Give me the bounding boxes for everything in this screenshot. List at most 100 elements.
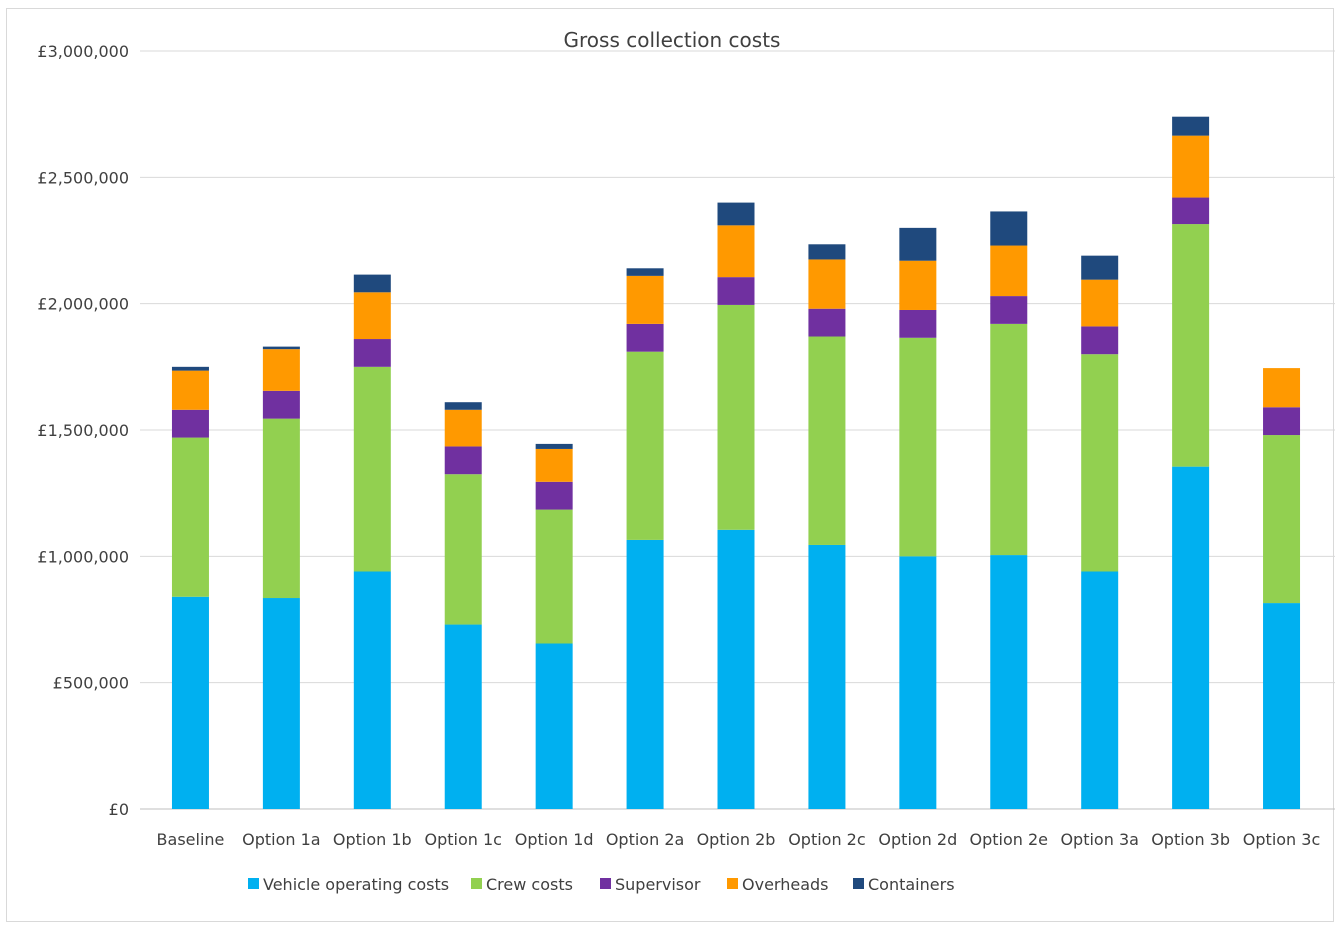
x-tick-label: Option 2b bbox=[697, 830, 776, 849]
bar-segment bbox=[1172, 135, 1210, 198]
x-tick-label: Option 3b bbox=[1151, 830, 1230, 849]
legend-item: Containers bbox=[853, 875, 955, 894]
bar-segment bbox=[1081, 326, 1119, 355]
bar-segment bbox=[1081, 354, 1119, 572]
bars bbox=[171, 116, 1301, 809]
bar-segment bbox=[990, 296, 1028, 324]
bar-segment bbox=[444, 409, 482, 447]
y-axis-ticks: £0 £500,000 £1,000,000 £1,500,000 £2,000,000… bbox=[37, 42, 129, 819]
bar-segment bbox=[899, 309, 937, 338]
bar-segment bbox=[990, 323, 1028, 556]
legend-item: Crew costs bbox=[471, 875, 573, 894]
legend-swatch bbox=[600, 878, 611, 889]
bar-segment bbox=[808, 244, 846, 260]
bar-segment bbox=[626, 275, 664, 324]
bar-segment bbox=[262, 349, 300, 391]
bar-segment bbox=[262, 418, 300, 599]
bar-segment bbox=[535, 509, 573, 644]
legend-swatch bbox=[471, 878, 482, 889]
legend-label: Crew costs bbox=[486, 875, 573, 894]
legend-item: Overheads bbox=[727, 875, 828, 894]
bar-segment bbox=[353, 274, 391, 293]
x-tick-label: Option 1b bbox=[333, 830, 412, 849]
legend-label: Overheads bbox=[742, 875, 828, 894]
bar-segment bbox=[1172, 197, 1210, 225]
bar-segment bbox=[535, 643, 573, 809]
y-tick-label: £2,000,000 bbox=[37, 295, 129, 314]
x-tick-label: Option 1a bbox=[242, 830, 320, 849]
bar-segment bbox=[262, 390, 300, 419]
bar-segment bbox=[626, 268, 664, 276]
x-tick-label: Option 2c bbox=[788, 830, 865, 849]
x-axis-categories: Baseline Option 1a Option 1b Option 1c Optio… bbox=[157, 830, 1321, 849]
x-tick-label: Option 1d bbox=[515, 830, 594, 849]
bar-segment bbox=[1172, 466, 1210, 809]
y-tick-label: £0 bbox=[109, 800, 129, 819]
bar-segment bbox=[1172, 224, 1210, 467]
bar-segment bbox=[1263, 368, 1301, 408]
bar-segment bbox=[717, 202, 755, 226]
bar-segment bbox=[262, 346, 300, 350]
bar-segment bbox=[990, 555, 1028, 809]
y-tick-label: £1,500,000 bbox=[37, 421, 129, 440]
bar-segment bbox=[1081, 255, 1119, 280]
bar-segment bbox=[808, 544, 846, 809]
bar-segment bbox=[899, 556, 937, 809]
bar-segment bbox=[1263, 407, 1301, 436]
bar-segment bbox=[171, 437, 209, 597]
legend-label: Containers bbox=[868, 875, 955, 894]
bar-segment bbox=[171, 370, 209, 410]
bar-segment bbox=[171, 409, 209, 438]
x-tick-label: Option 1c bbox=[424, 830, 501, 849]
bar-segment bbox=[1263, 603, 1301, 809]
bar-segment bbox=[444, 446, 482, 475]
bar-segment bbox=[990, 211, 1028, 246]
bar-segment bbox=[808, 336, 846, 545]
bar-segment bbox=[990, 245, 1028, 297]
bar-segment bbox=[353, 366, 391, 572]
x-tick-label: Option 2a bbox=[606, 830, 684, 849]
bar-segment bbox=[171, 596, 209, 809]
bar-segment bbox=[535, 481, 573, 510]
bar-segment bbox=[899, 260, 937, 310]
bar-segment bbox=[444, 624, 482, 809]
bar-segment bbox=[899, 227, 937, 261]
bar-segment bbox=[444, 474, 482, 625]
legend-swatch bbox=[727, 878, 738, 889]
x-tick-label: Option 2e bbox=[970, 830, 1049, 849]
x-tick-label: Baseline bbox=[157, 830, 225, 849]
bar-segment bbox=[808, 308, 846, 337]
y-tick-label: £2,500,000 bbox=[37, 168, 129, 187]
bar-segment bbox=[717, 225, 755, 278]
legend-item: Vehicle operating costs bbox=[248, 875, 449, 894]
bar-segment bbox=[808, 259, 846, 309]
bar-segment bbox=[444, 402, 482, 410]
chart-title: Gross collection costs bbox=[564, 28, 781, 52]
bar-segment bbox=[717, 304, 755, 530]
y-tick-label: £500,000 bbox=[53, 674, 129, 693]
legend: Vehicle operating costs Crew costs Supervi… bbox=[248, 875, 955, 894]
bar-segment bbox=[1081, 571, 1119, 809]
legend-swatch bbox=[248, 878, 259, 889]
x-tick-label: Option 2d bbox=[878, 830, 957, 849]
bar-segment bbox=[626, 539, 664, 809]
bar-segment bbox=[717, 277, 755, 305]
bar-segment bbox=[353, 292, 391, 340]
bar-segment bbox=[899, 337, 937, 557]
legend-label: Supervisor bbox=[615, 875, 701, 894]
bar-segment bbox=[262, 598, 300, 809]
bar-segment bbox=[717, 529, 755, 809]
bar-segment bbox=[1263, 435, 1301, 604]
bar-segment bbox=[353, 339, 391, 367]
bar-segment bbox=[1081, 279, 1119, 327]
bar-segment bbox=[626, 351, 664, 540]
legend-item: Supervisor bbox=[600, 875, 701, 894]
x-tick-label: Option 3a bbox=[1060, 830, 1138, 849]
y-tick-label: £1,000,000 bbox=[37, 547, 129, 566]
bar-segment bbox=[353, 571, 391, 809]
y-tick-label: £3,000,000 bbox=[37, 42, 129, 61]
x-tick-label: Option 3c bbox=[1243, 830, 1320, 849]
bar-segment bbox=[535, 448, 573, 482]
legend-label: Vehicle operating costs bbox=[263, 875, 449, 894]
